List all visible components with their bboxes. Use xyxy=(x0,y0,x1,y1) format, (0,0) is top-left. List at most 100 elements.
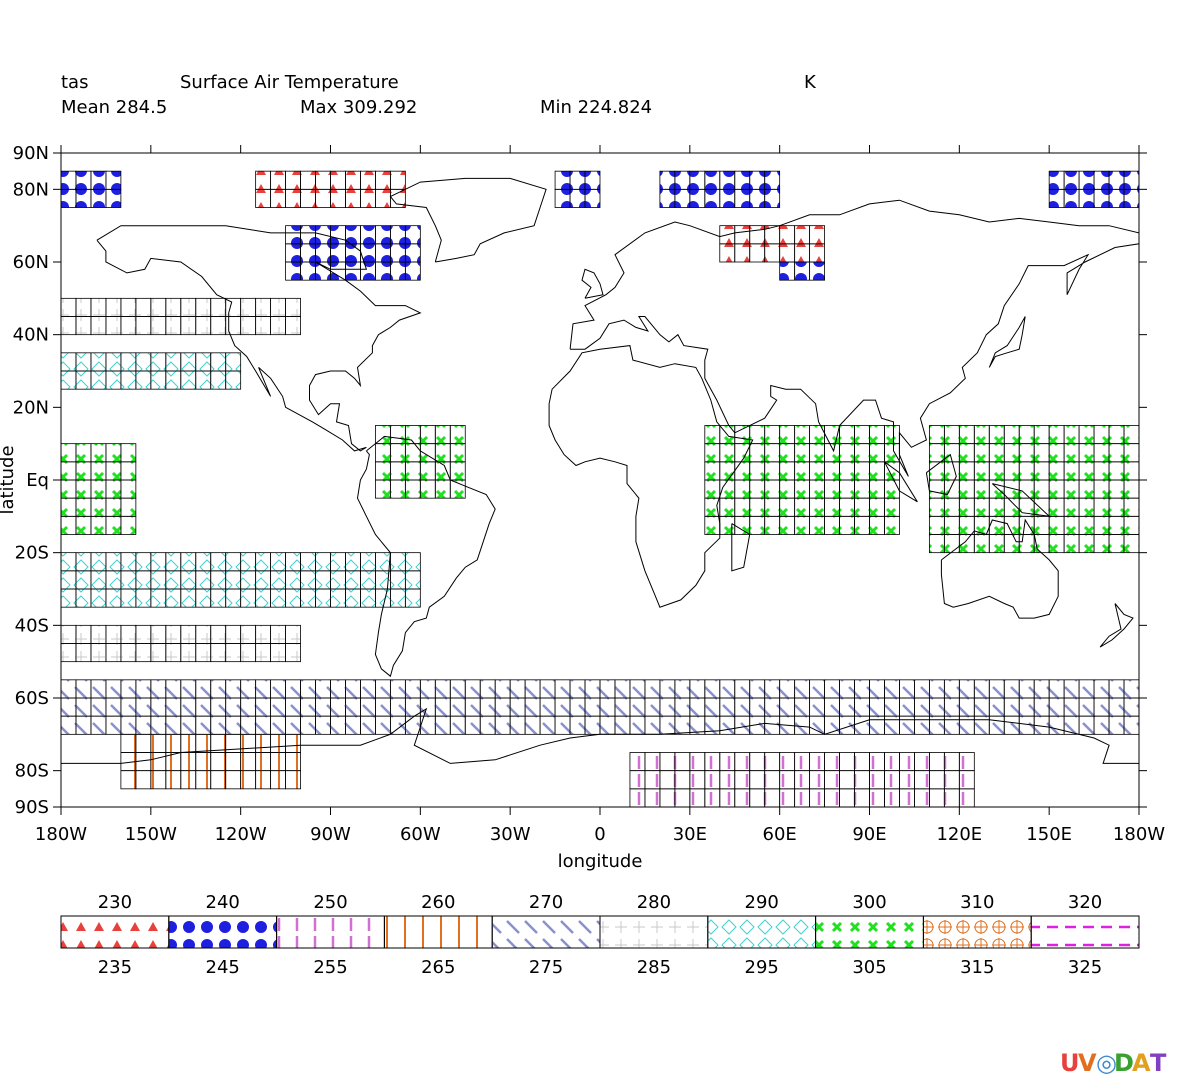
data-cell xyxy=(884,425,900,445)
data-cell xyxy=(943,497,960,517)
data-cell xyxy=(899,770,915,790)
data-cell xyxy=(734,188,751,208)
data-cell xyxy=(1003,425,1020,445)
data-cell xyxy=(60,679,77,699)
data-cell xyxy=(300,188,316,208)
data-cell xyxy=(375,552,391,572)
data-cell xyxy=(180,352,197,372)
data-cell xyxy=(345,552,361,572)
data-cell xyxy=(150,697,167,717)
data-cell xyxy=(794,461,811,481)
data-cell xyxy=(375,443,391,463)
data-cell xyxy=(704,443,721,463)
data-cell xyxy=(779,679,796,699)
data-cell xyxy=(869,788,885,808)
legend-top-label: 320 xyxy=(1068,892,1102,913)
data-cell xyxy=(719,788,736,808)
data-cell xyxy=(120,479,137,499)
data-cell xyxy=(734,443,751,463)
legend-top-label: 310 xyxy=(960,892,994,913)
data-cell xyxy=(150,552,167,572)
data-cell xyxy=(1048,425,1065,445)
variable-long-name: Surface Air Temperature xyxy=(180,72,399,93)
data-cell xyxy=(434,697,451,717)
data-cell xyxy=(330,188,346,208)
data-cell xyxy=(1123,497,1140,517)
data-cell xyxy=(988,425,1005,445)
data-cell xyxy=(240,552,257,572)
data-cell xyxy=(899,679,915,699)
units-label: K xyxy=(804,72,816,93)
data-cell xyxy=(345,261,361,281)
data-cell xyxy=(285,570,301,590)
data-cell xyxy=(539,715,556,735)
data-cell xyxy=(614,679,631,699)
x-axis-label: longitude xyxy=(558,851,643,872)
data-cell xyxy=(1048,497,1065,517)
data-cell xyxy=(674,679,691,699)
data-cell xyxy=(749,697,766,717)
data-cell xyxy=(105,370,122,390)
data-cell xyxy=(629,697,646,717)
data-cell xyxy=(509,715,526,735)
data-cell xyxy=(973,534,990,554)
data-cell xyxy=(105,715,122,735)
data-cell xyxy=(554,697,571,717)
data-cell xyxy=(195,733,212,753)
data-cell xyxy=(285,261,301,281)
data-cell xyxy=(75,443,92,463)
data-cell xyxy=(150,679,167,699)
data-cell xyxy=(839,770,855,790)
data-cell xyxy=(794,225,811,245)
data-cell xyxy=(674,788,691,808)
data-cell xyxy=(943,752,960,772)
data-cell xyxy=(749,225,766,245)
legend-swatch xyxy=(599,915,709,949)
data-cell xyxy=(1063,479,1080,499)
data-cell xyxy=(494,679,511,699)
data-cell xyxy=(928,715,945,735)
data-cell xyxy=(958,788,975,808)
data-cell xyxy=(659,188,676,208)
data-cell xyxy=(1123,425,1140,445)
data-cell xyxy=(869,479,885,499)
data-cell xyxy=(135,297,152,317)
data-cell xyxy=(315,261,331,281)
data-cell xyxy=(809,752,825,772)
data-cell xyxy=(584,715,601,735)
data-cell xyxy=(1078,697,1095,717)
data-cell xyxy=(375,170,391,190)
data-cell xyxy=(764,243,781,263)
data-cell xyxy=(824,479,840,499)
data-cell xyxy=(240,770,257,790)
data-cell xyxy=(389,552,406,572)
data-cell xyxy=(165,643,182,663)
data-cell xyxy=(120,697,137,717)
data-cell xyxy=(704,188,721,208)
data-cell xyxy=(285,588,301,608)
data-cell xyxy=(1048,461,1065,481)
data-cell xyxy=(150,297,167,317)
data-cell xyxy=(839,697,855,717)
data-cell xyxy=(1078,461,1095,481)
data-cell xyxy=(105,643,122,663)
data-cell xyxy=(105,297,122,317)
data-cell xyxy=(689,770,706,790)
data-cell xyxy=(599,679,616,699)
data-cell xyxy=(749,752,766,772)
data-cell xyxy=(749,770,766,790)
data-cells xyxy=(60,170,1140,808)
data-cell xyxy=(165,352,182,372)
data-cell xyxy=(569,715,586,735)
data-cell xyxy=(255,697,272,717)
coastline xyxy=(1099,603,1134,648)
data-cell xyxy=(210,697,227,717)
data-cell xyxy=(360,679,376,699)
data-cell xyxy=(1123,170,1140,190)
data-cell xyxy=(285,697,301,717)
data-cell xyxy=(120,370,137,390)
data-cell xyxy=(120,515,137,535)
data-cell xyxy=(1108,425,1125,445)
data-cell xyxy=(1093,170,1110,190)
data-cell xyxy=(1078,715,1095,735)
